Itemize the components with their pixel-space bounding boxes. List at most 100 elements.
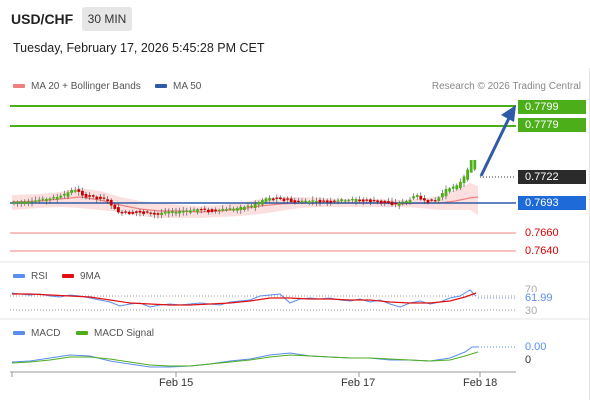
candle-body (257, 201, 261, 205)
candle-body (383, 200, 387, 203)
candle-body (135, 211, 138, 213)
rsi-value: 61.99 (525, 292, 555, 304)
candle-body (171, 210, 174, 213)
candle-body (369, 199, 372, 203)
candle-body (250, 205, 253, 208)
resistance-2-label: 0.7799 (518, 100, 586, 114)
candle-body (243, 206, 246, 210)
candle-body (127, 211, 131, 215)
candle-body (397, 202, 401, 206)
candle-body (297, 200, 300, 202)
candle-body (235, 208, 239, 211)
chart-header: USD/CHF 30 MIN Tuesday, February 17, 202… (0, 0, 590, 68)
candle-body (246, 205, 250, 207)
candle-body (84, 193, 88, 198)
candle-body (444, 189, 448, 197)
candle-body (333, 200, 336, 202)
candle-body (372, 200, 376, 202)
candle-body (351, 198, 354, 201)
candle-body (423, 198, 426, 201)
candle-body (304, 200, 307, 203)
copyright-notice: Research © 2026 Trading Central (431, 81, 581, 92)
candle-body (160, 212, 163, 216)
candle-body (318, 199, 322, 203)
candle-body (329, 200, 333, 203)
candle-body (300, 200, 304, 203)
candle-body (221, 208, 225, 211)
candle-body (149, 212, 153, 214)
x-tick-feb18: Feb 18 (463, 377, 498, 389)
forecast-arrowhead-icon (501, 105, 516, 122)
candle-body (163, 211, 167, 214)
candle-body (16, 201, 19, 204)
candle-body (181, 210, 185, 213)
candle-body (279, 197, 282, 200)
candle-body (27, 201, 30, 204)
legend-ma50: MA 50 (155, 81, 201, 92)
candle-body (185, 210, 189, 212)
candle-body (138, 210, 142, 213)
candle-body (66, 192, 70, 197)
candle-body (307, 201, 311, 204)
candle-body (120, 211, 124, 214)
current-price-label: 0.7722 (518, 170, 586, 184)
candle-body (466, 169, 469, 180)
candle-body (37, 199, 41, 202)
candle-body (261, 200, 264, 205)
candle-body (23, 201, 27, 205)
candle-body (419, 195, 423, 200)
candle-body (412, 196, 415, 199)
currency-pair-title: USD/CHF (11, 11, 74, 27)
candle-body (315, 200, 318, 203)
legend-rsi: RSI (13, 271, 48, 282)
candle-body (145, 211, 149, 213)
candle-body (178, 211, 181, 214)
candle-body (45, 199, 48, 202)
resistance-1-label: 0.7779 (518, 118, 586, 132)
candle-body (394, 202, 397, 205)
candle-body (239, 206, 243, 211)
candle-body (437, 197, 441, 202)
candle-body (347, 199, 351, 202)
macd-value: 0.00 (525, 341, 547, 353)
candle-body (286, 198, 289, 200)
timeframe-button[interactable]: 30 MIN (82, 7, 132, 31)
candle-body (77, 189, 81, 192)
candle-body (12, 201, 16, 204)
candle-body (228, 208, 232, 210)
legend-macd-signal-label: MACD Signal (94, 328, 155, 339)
candle-body (207, 209, 210, 213)
candle-body (106, 199, 109, 202)
macd-signal-line (11, 351, 479, 367)
candle-body (441, 192, 444, 198)
candle-body (365, 199, 369, 201)
candle-body (55, 197, 59, 200)
candle-body (214, 209, 217, 212)
rsi-level-30-label: 30 (525, 305, 538, 317)
candle-body (268, 197, 271, 201)
macd-swatch-icon (13, 331, 25, 336)
rsi-ma-swatch-icon (62, 274, 74, 279)
candle-body (203, 208, 207, 210)
candle-body (95, 196, 99, 200)
candle-body (433, 200, 437, 202)
legend-rsi-ma: 9MA (62, 271, 101, 282)
candle-body (34, 200, 37, 202)
candle-body (81, 190, 84, 196)
legend-macd: MACD (13, 328, 60, 339)
rsi-ma-line (12, 292, 477, 306)
candle-body (52, 197, 55, 199)
candle-body (405, 201, 408, 203)
candle-body (430, 199, 433, 201)
candle-body (426, 199, 430, 203)
candle-body (124, 211, 127, 213)
candle-body (199, 209, 203, 211)
candle-body (210, 209, 214, 212)
candle-body (41, 198, 45, 200)
support-2-label: 0.7640 (525, 245, 559, 257)
candle-body (48, 198, 52, 201)
candle-body (156, 213, 160, 215)
candle-body (91, 195, 95, 197)
candle-body (189, 210, 192, 213)
forecast-arrow (479, 115, 512, 177)
